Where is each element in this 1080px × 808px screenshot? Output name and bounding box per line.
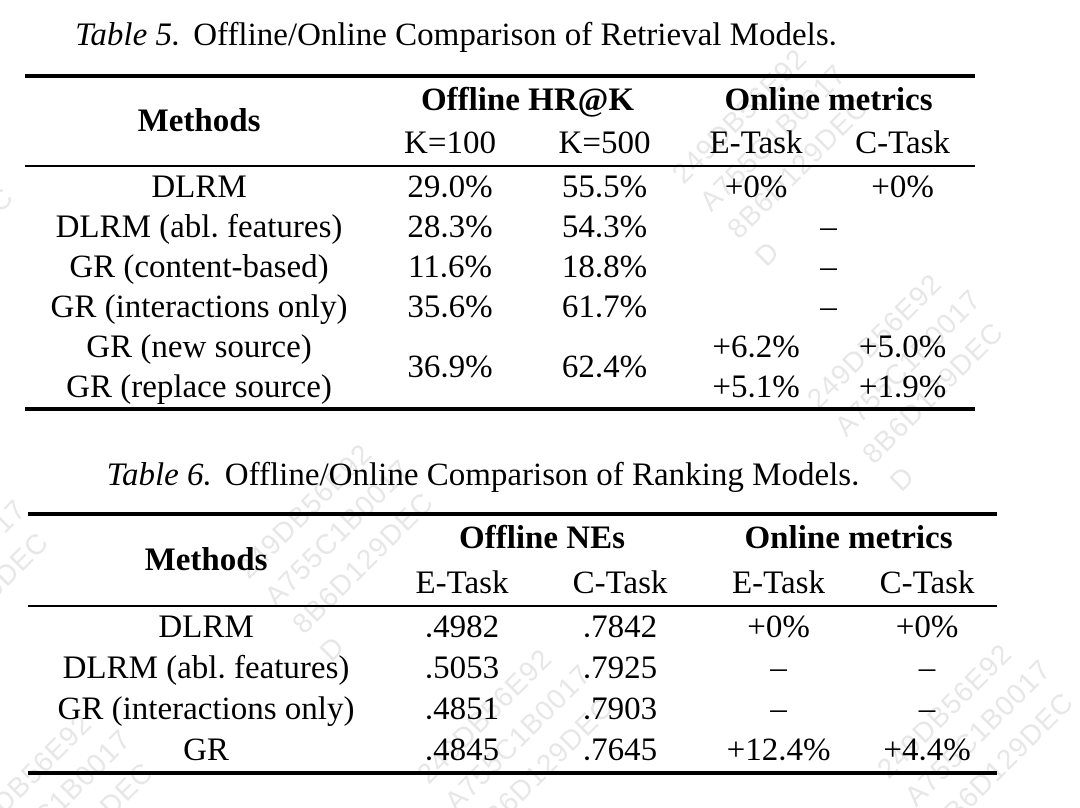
value-cell: 35.6% (407, 288, 493, 325)
table-row: GR (interactions only) 35.6% 61.7% – (25, 287, 975, 327)
value-cell: .5053 (424, 650, 500, 686)
method-cell: GR (interactions only) (57, 691, 355, 727)
table5-header-online-group: Online metrics (724, 81, 933, 118)
table5-subheader-ctask: C-Task (855, 125, 950, 161)
table6-subheader-ne-etask: E-Task (415, 564, 509, 601)
table-row: DLRM 29.0% 55.5% +0% +0% (25, 166, 975, 207)
table-row: GR (new source) 36.9% 62.4% +6.2% +5.0% (25, 327, 975, 385)
dash-cell: – (820, 288, 837, 325)
value-cell: +0% (747, 609, 810, 645)
table5-subheader-k100: K=100 (404, 125, 496, 161)
table5-header-methods: Methods (137, 103, 261, 139)
value-cell: 18.8% (561, 248, 648, 285)
value-cell: +6.2% (712, 328, 800, 365)
value-cell: .4851 (424, 691, 500, 727)
method-cell: DLRM (abl. features) (55, 208, 343, 245)
dash-cell: – (820, 248, 837, 285)
table-row: GR (replace source) +5.1% +1.9% (25, 367, 975, 409)
method-cell: DLRM (abl. features) (62, 650, 350, 686)
table6-subheader-online-etask: E-Task (732, 564, 826, 601)
dash-cell: – (770, 691, 787, 727)
value-cell: .4982 (424, 609, 500, 645)
method-cell: GR (content-based) (69, 248, 329, 285)
method-cell: GR (new source) (86, 328, 312, 365)
table5-caption-label: Table 5. (75, 17, 181, 53)
value-cell: +5.1% (712, 368, 800, 405)
method-cell: DLRM (158, 609, 254, 645)
value-cell: .4845 (424, 732, 500, 768)
table6-header-offline-group: Offline NEs (459, 520, 625, 556)
table-row: GR .4845 .7645 +12.4% +4.4% (28, 730, 997, 773)
value-cell-merged: 36.9% (407, 348, 493, 385)
value-cell: +12.4% (726, 732, 831, 768)
dash-cell: – (770, 650, 787, 686)
table-row: DLRM .4982 .7842 +0% +0% (28, 606, 997, 648)
table5-caption-text: Offline/Online Comparison of Retrieval M… (193, 17, 837, 53)
table6-caption: Table 6. Offline/Online Comparison of Ran… (0, 455, 966, 495)
value-cell: +0% (895, 609, 959, 645)
table-row: DLRM (abl. features) 28.3% 54.3% – (25, 207, 975, 247)
table-row: GR (content-based) 11.6% 18.8% – (25, 247, 975, 287)
table6-caption-text: Offline/Online Comparison of Ranking Mod… (224, 457, 860, 493)
table5-caption: Table 5. Offline/Online Comparison of Ret… (0, 15, 912, 55)
value-cell: 29.0% (407, 168, 493, 205)
table6-header-methods: Methods (144, 542, 268, 578)
method-cell: DLRM (151, 168, 247, 205)
value-cell: 55.5% (561, 168, 648, 205)
value-cell: +0% (871, 168, 934, 205)
value-cell: .7925 (582, 650, 658, 686)
value-cell: 54.3% (561, 208, 648, 245)
table-row: GR (interactions only) .4851 .7903 – – (28, 689, 997, 730)
method-cell: GR (183, 732, 229, 768)
dash-cell: – (918, 650, 936, 686)
table6-subheader-online-ctask: C-Task (879, 564, 975, 601)
table5-retrieval-comparison: Methods Offline HR@K Online metrics K=10… (25, 74, 976, 411)
value-cell: +0% (724, 168, 788, 205)
value-cell: +1.9% (858, 368, 947, 405)
value-cell-merged: 62.4% (561, 348, 648, 385)
table6-ranking-comparison: Methods Offline NEs Online metrics E-Tas… (28, 512, 998, 775)
value-cell: 61.7% (561, 288, 648, 325)
value-cell: +5.0% (858, 328, 947, 365)
value-cell: 28.3% (407, 208, 493, 245)
table5-header-offline-group: Offline HR@K (420, 81, 635, 118)
table5-subheader-etask: E-Task (709, 125, 803, 161)
value-cell: .7645 (582, 732, 658, 768)
method-cell: GR (replace source) (66, 368, 332, 405)
table6-caption-label: Table 6. (106, 457, 212, 493)
value-cell: .7842 (582, 609, 658, 645)
value-cell: +4.4% (883, 732, 971, 768)
value-cell: .7903 (582, 691, 658, 727)
dash-cell: – (918, 691, 936, 727)
value-cell: 11.6% (407, 248, 492, 285)
table5-subheader-k500: K=500 (558, 125, 651, 161)
table-row: DLRM (abl. features) .5053 .7925 – – (28, 648, 997, 689)
dash-cell: – (820, 208, 837, 245)
method-cell: GR (interactions only) (50, 288, 348, 325)
table6-subheader-ne-ctask: C-Task (572, 564, 668, 601)
table6-header-online-group: Online metrics (744, 520, 953, 556)
